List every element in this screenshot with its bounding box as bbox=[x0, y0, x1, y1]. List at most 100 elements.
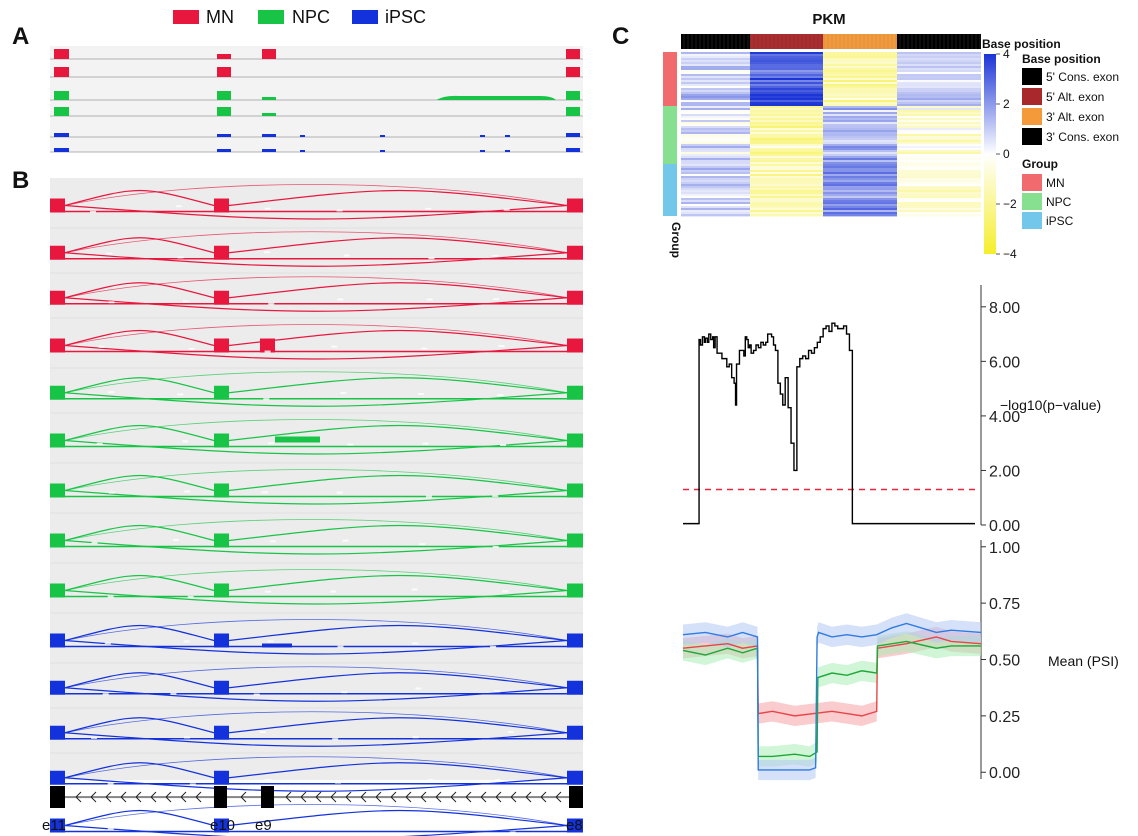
intron-chevron bbox=[450, 791, 457, 803]
heatmap-cell bbox=[823, 156, 897, 159]
count-label bbox=[264, 826, 271, 829]
count-label bbox=[108, 491, 115, 494]
heatmap-cell bbox=[823, 130, 897, 133]
col-annot-ticks bbox=[683, 34, 981, 49]
count-label bbox=[425, 495, 432, 498]
heatmap-cell bbox=[750, 72, 823, 75]
heatmap-cell bbox=[897, 68, 981, 71]
exon-block bbox=[214, 198, 229, 213]
intron-chevron bbox=[315, 791, 322, 803]
exon-label-e10: e10 bbox=[210, 817, 235, 834]
heatmap-cell bbox=[897, 154, 981, 157]
heatmap-cell bbox=[750, 96, 823, 99]
junction-arc bbox=[64, 276, 568, 299]
coverage-peak bbox=[54, 148, 69, 152]
heatmap-cell bbox=[750, 80, 823, 83]
heatmap-cell bbox=[823, 148, 897, 151]
junction-arc bbox=[228, 524, 568, 542]
heatmap-cell bbox=[750, 210, 823, 213]
heatmap-cell bbox=[750, 158, 823, 161]
heatmap-cell bbox=[823, 204, 897, 207]
junction-arc bbox=[64, 282, 215, 299]
heatmap-cell bbox=[750, 146, 823, 149]
count-label bbox=[341, 691, 348, 694]
heatmap-cell bbox=[823, 174, 897, 177]
heatmap-cell bbox=[750, 166, 823, 169]
count-label bbox=[492, 254, 499, 257]
heatmap-cell bbox=[823, 184, 897, 187]
count-label bbox=[334, 781, 341, 784]
heatmap-cell bbox=[750, 94, 823, 97]
count-label bbox=[342, 539, 349, 542]
coverage-peak bbox=[217, 134, 231, 137]
heatmap-cell bbox=[750, 98, 823, 101]
heatmap-cell bbox=[750, 190, 823, 193]
heatmap-cell bbox=[750, 130, 823, 133]
coverage-blip bbox=[300, 135, 305, 137]
group-legend-label: MN bbox=[1046, 176, 1065, 190]
count-label bbox=[177, 828, 184, 831]
heatmap-cell bbox=[897, 114, 981, 117]
count-label bbox=[189, 783, 196, 786]
heatmap-cell bbox=[681, 166, 750, 169]
heatmap-cell bbox=[897, 174, 981, 177]
col-legend-label: 3' Cons. exon bbox=[1046, 130, 1119, 144]
sashimi-track bbox=[50, 419, 583, 464]
heatmap-cell bbox=[823, 122, 897, 125]
count-label bbox=[427, 778, 434, 781]
y-tick-label: 6.00 bbox=[989, 354, 1020, 371]
count-label bbox=[411, 588, 418, 591]
heatmap-cell bbox=[823, 154, 897, 157]
colorbar-tick-label: −2 bbox=[1003, 197, 1017, 211]
intron-chevron bbox=[330, 791, 337, 803]
heatmap-cell bbox=[681, 212, 750, 215]
intron-chevron bbox=[165, 791, 172, 803]
group-legend-swatch bbox=[1022, 193, 1042, 210]
panel-b-letter: B bbox=[12, 167, 29, 194]
heatmap-cell bbox=[750, 134, 823, 137]
heatmap-cell bbox=[897, 166, 981, 169]
heatmap-cell bbox=[750, 208, 823, 211]
intron-chevron bbox=[465, 791, 472, 803]
intron-chevron bbox=[195, 791, 202, 803]
heatmap-cell bbox=[823, 102, 897, 105]
count-label bbox=[425, 207, 432, 210]
coverage-peak bbox=[217, 149, 231, 152]
heatmap-cell bbox=[681, 140, 750, 143]
heatmap-cell bbox=[823, 80, 897, 83]
heatmap-cell bbox=[823, 74, 897, 77]
count-label bbox=[182, 300, 189, 303]
heatmap-cell bbox=[897, 102, 981, 105]
heatmap-cell bbox=[897, 94, 981, 97]
intron-chevron bbox=[90, 791, 97, 803]
heatmap-cell bbox=[681, 144, 750, 147]
col-legend-swatch bbox=[1022, 88, 1042, 105]
heatmap-cell bbox=[681, 152, 750, 155]
y-tick-label: 0.00 bbox=[989, 765, 1020, 782]
count-label bbox=[343, 254, 350, 257]
junction-arc bbox=[64, 189, 215, 207]
heatmap-cell bbox=[681, 104, 750, 107]
exon-block bbox=[50, 818, 65, 833]
heatmap-cell bbox=[681, 62, 750, 65]
heatmap-cell bbox=[897, 134, 981, 137]
heatmap-cell bbox=[897, 144, 981, 147]
heatmap-cell bbox=[750, 52, 823, 55]
heatmap-cell bbox=[823, 158, 897, 161]
heatmap-cell bbox=[823, 110, 897, 113]
heatmap-cell bbox=[897, 158, 981, 161]
coverage-peak bbox=[566, 91, 580, 100]
junction-arc bbox=[64, 762, 215, 779]
heatmap-cell bbox=[681, 70, 750, 73]
sashimi-track bbox=[50, 711, 583, 754]
heatmap-cell bbox=[823, 162, 897, 165]
heatmap-cell bbox=[897, 176, 981, 179]
junction-arc bbox=[64, 711, 568, 734]
intron-chevron bbox=[510, 791, 517, 803]
heatmap-cell bbox=[681, 118, 750, 121]
junction-arc bbox=[64, 184, 568, 206]
col-annot-5-alt bbox=[750, 34, 823, 49]
heatmap-cell bbox=[681, 68, 750, 71]
heatmap-cell bbox=[750, 78, 823, 81]
heatmap-cell bbox=[897, 208, 981, 211]
